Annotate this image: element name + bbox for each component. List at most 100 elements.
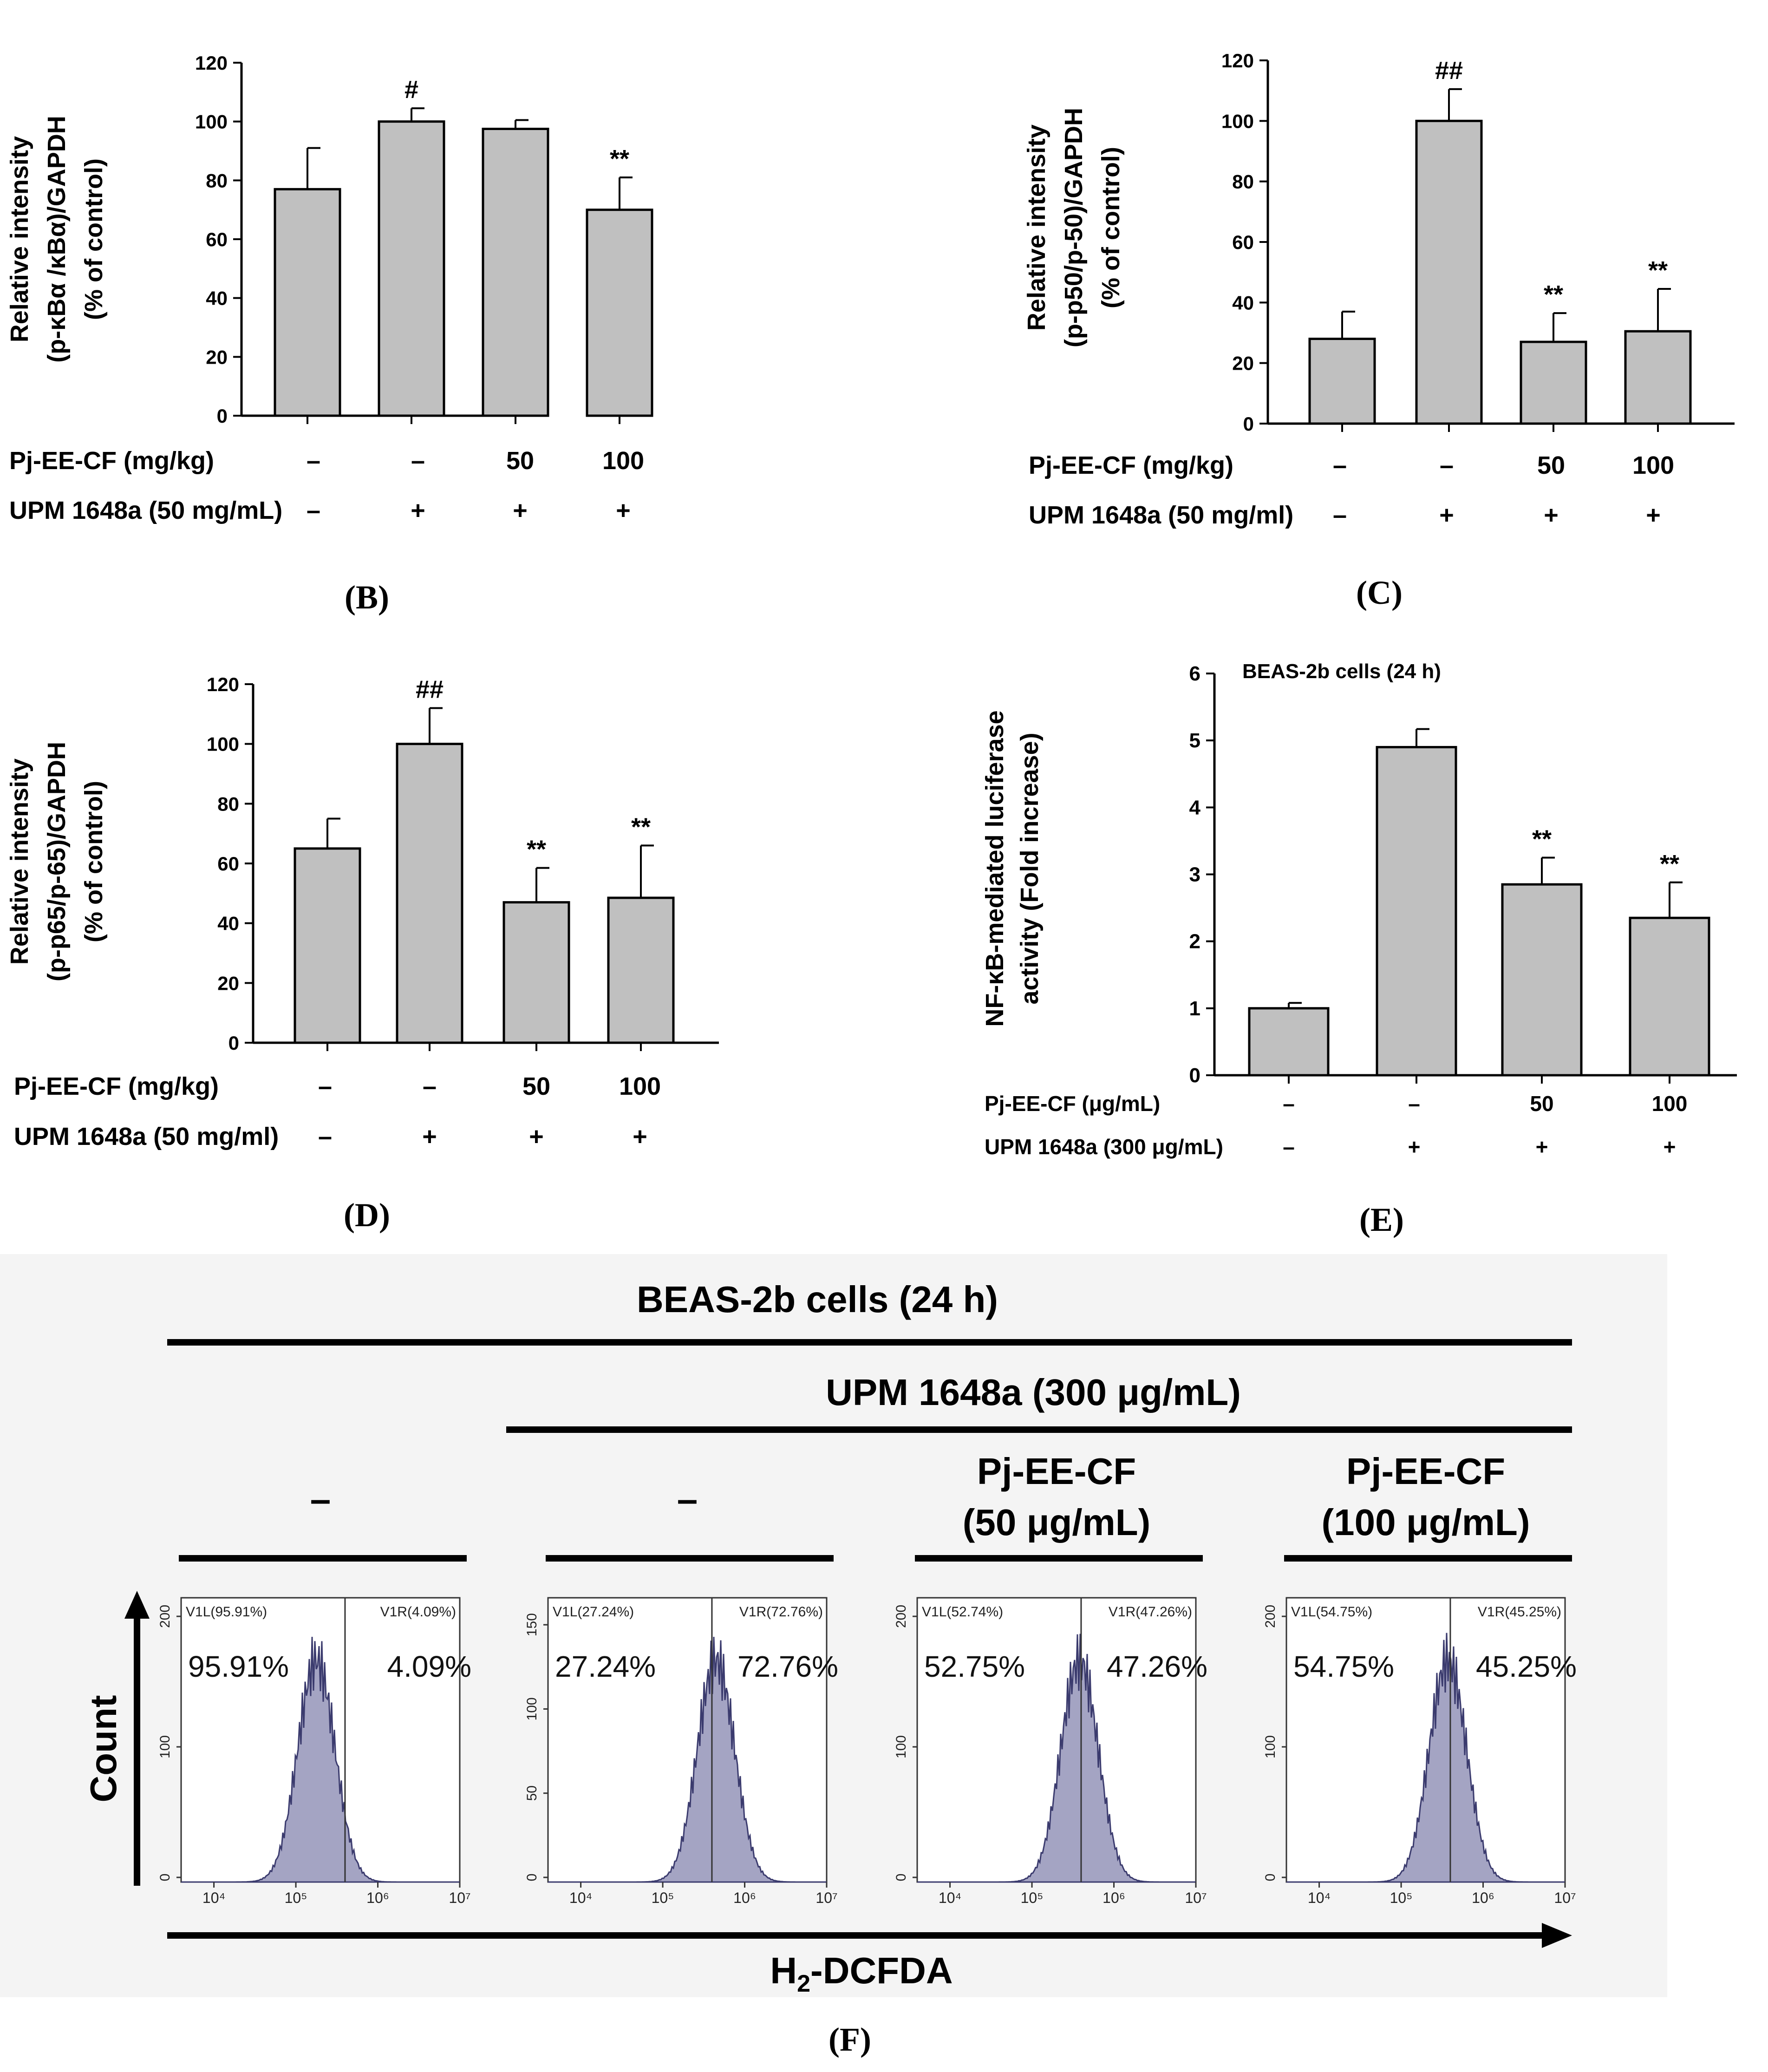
y-tick-label: 0 [228,1032,239,1054]
right-percent: 72.76% [737,1650,838,1683]
y-tick-label: 2 [1189,930,1200,953]
x-tick-label: 10⁷ [1185,1889,1207,1906]
significance-label: ** [610,145,629,173]
h2dcfda-label-part: -DCFDA [810,1950,953,1991]
left-percent: 95.91% [188,1650,289,1683]
treatment-value: 100 [1652,1092,1688,1116]
y-tick-label: 80 [1232,171,1254,193]
treatment-value: – [1333,501,1347,529]
histogram-plot-1: – V1L(95.91%) V1R(4.09%) 95.91% 4.09% 0 100 200… [157,1478,471,1906]
y-tick-label: 100 [1221,110,1254,132]
chart-panel-e: BEAS-2b cells (24 h) 0 1 2 3 4 5 6 ** ** NF-κB-med… [981,660,1737,1238]
treatment-value: – [1408,1092,1420,1116]
treatment-row-label: UPM 1648a (50 mg/mL) [9,497,282,524]
y-tick-label: 120 [1221,50,1254,72]
y-tick-label: 200 [894,1605,909,1628]
x-tick-label: 10⁶ [366,1889,389,1906]
significance-label: ## [1435,57,1463,85]
treatment-value: – [1283,1092,1295,1116]
significance-label: ** [1544,281,1563,308]
bar [1501,883,1583,1077]
bar [502,901,570,1044]
bar [1415,119,1483,425]
treatment-value: + [1536,1135,1548,1159]
x-tick-label: 10⁷ [449,1889,470,1906]
treatment-row-label: UPM 1648a (50 mg/ml) [14,1123,279,1150]
chart-panel-b: 0 20 40 60 80 100 120 # ** Relative intensity (p-κ… [6,52,653,616]
treatment-value: – [1333,451,1347,479]
x-tick-label: 10⁴ [569,1889,592,1906]
y-tick-label: 0 [157,1874,173,1882]
y-axis-label: (% of control) [80,781,108,942]
x-tick-label: 10⁴ [1308,1889,1331,1906]
y-tick-label: 1 [1189,997,1200,1020]
y-tick-label: 40 [217,913,239,935]
histogram-plot-3: Pj-EE-CF (50 μg/mL) V1L(52.74%) V1R(47.26%)… [894,1451,1207,1906]
y-axis-label: (% of control) [80,158,108,320]
treatment-value: + [1646,501,1661,529]
histogram-plot-4: Pj-EE-CF (100 μg/mL) V1L(54.75%) V1R(45.25%… [1263,1451,1577,1906]
y-tick-label: 20 [217,972,239,994]
treatment-row-label: Pj-EE-CF (mg/kg) [1029,451,1233,479]
histogram-curve [181,1637,460,1883]
panel-tag: (B) [345,579,389,616]
y-axis-label: NF-κB-mediated luciferase [981,710,1009,1026]
treatment-value: + [616,497,631,524]
right-percent: 47.26% [1107,1650,1207,1683]
chart-panel-c: 0 20 40 60 80 100 120 ## ** ** Relative intensity (… [1023,50,1735,611]
gate-right-label: V1R(72.76%) [739,1604,823,1620]
condition-label: (100 μg/mL) [1321,1502,1530,1543]
y-tick-label: 0 [1263,1874,1278,1882]
histogram-curve [548,1637,827,1883]
treatment-value: 100 [602,447,644,475]
x-tick-label: 10⁵ [652,1889,674,1906]
gate-left-label: V1L(27.24%) [553,1604,634,1620]
y-tick-label: 200 [157,1605,173,1628]
y-tick-label: 6 [1189,662,1200,685]
gate-left-label: V1L(95.91%) [186,1604,267,1620]
x-tick-label: 10⁴ [202,1889,225,1906]
treatment-value: + [422,1123,437,1150]
y-tick-label: 4 [1189,796,1201,819]
y-tick-label: 150 [524,1613,540,1636]
y-tick-label: 100 [1263,1735,1278,1758]
treatment-value: + [513,497,528,524]
x-tick-label: 10⁴ [939,1889,961,1906]
treatment-value: 100 [619,1072,661,1100]
treatment-row-label: UPM 1648a (50 mg/ml) [1029,501,1293,529]
treatment-value: – [318,1123,332,1150]
x-tick-label: 10⁶ [1103,1889,1125,1906]
y-tick-label: 5 [1189,729,1200,752]
left-percent: 54.75% [1293,1650,1394,1683]
chart-title: BEAS-2b cells (24 h) [1242,660,1441,683]
treatment-value: – [1283,1135,1295,1159]
y-tick-label: 60 [206,229,228,250]
treatment-value: + [633,1123,647,1150]
gate-right-label: V1R(4.09%) [380,1604,456,1620]
h2dcfda-arrow-head [1542,1923,1572,1948]
group-label: UPM 1648a (300 μg/mL) [826,1372,1241,1413]
treatment-value: + [1664,1135,1676,1159]
y-tick-label: 50 [524,1785,540,1801]
significance-label: # [404,76,418,104]
treatment-value: + [1439,501,1454,529]
x-tick-label: 10⁷ [815,1889,837,1906]
significance-label: ** [631,813,651,841]
y-tick-label: 200 [1263,1605,1278,1628]
y-tick-label: 100 [207,733,239,755]
condition-label: – [677,1478,698,1520]
y-axis-label: Relative intensity [1023,124,1050,331]
significance-label: ** [527,836,546,863]
bar [274,188,341,417]
y-axis-label: Relative intensity [6,758,33,965]
condition-label: Pj-EE-CF [1346,1451,1505,1492]
gate-left-label: V1L(52.74%) [922,1604,1003,1620]
treatment-value: – [411,447,425,475]
condition-label: (50 μg/mL) [963,1502,1151,1543]
treatment-value: 50 [1530,1092,1553,1116]
treatment-value: + [411,497,425,524]
x-tick-label: 10⁶ [733,1889,756,1906]
bar [378,120,445,417]
